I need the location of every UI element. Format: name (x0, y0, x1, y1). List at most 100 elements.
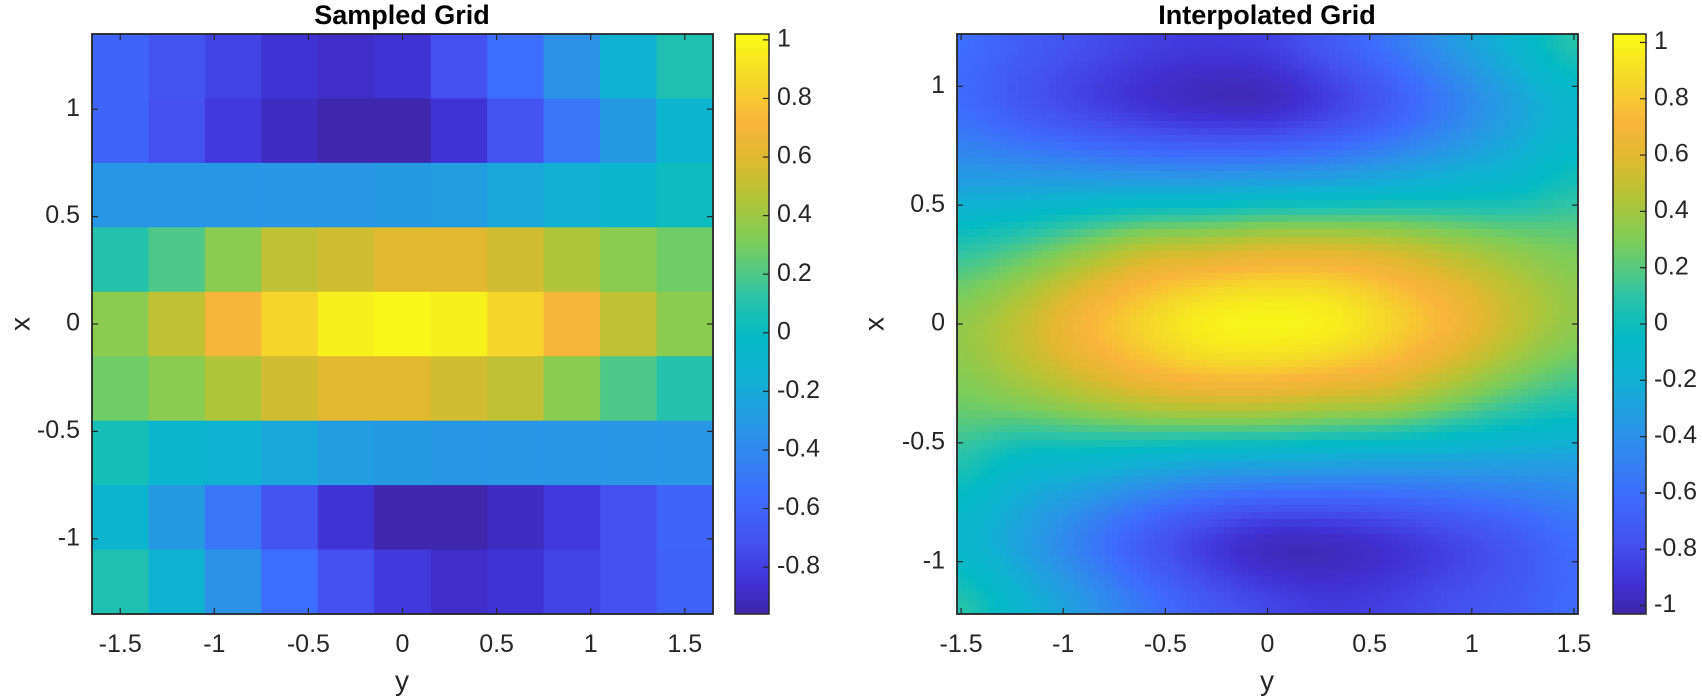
heatmap-cell (656, 98, 714, 164)
x-tick-label: -1.5 (940, 630, 983, 658)
heatmap-cell (261, 291, 319, 357)
interpolated-heatmap-image (957, 34, 1578, 614)
heatmap-cell (600, 549, 658, 615)
heatmap-cell (487, 356, 545, 422)
heatmap-cell (656, 420, 714, 486)
heatmap-cell (261, 162, 319, 228)
colorbar-tick-label: -0.2 (1654, 365, 1697, 393)
heatmap-cell (317, 420, 375, 486)
heatmap-cell (204, 549, 262, 615)
heatmap-cell (261, 34, 319, 100)
heatmap-cell (487, 227, 545, 293)
x-tick-label: 0 (1261, 630, 1275, 658)
heatmap-cell (430, 162, 488, 228)
heatmap-cell (543, 485, 601, 551)
heatmap-cell (317, 34, 375, 100)
heatmap-cell (374, 485, 432, 551)
x-tick-label: -1.5 (99, 630, 142, 658)
heatmap-cell (148, 291, 206, 357)
heatmap-cell (317, 162, 375, 228)
heatmap-cell (487, 291, 545, 357)
y-tick-label: 0 (931, 309, 945, 337)
heatmap-cell (374, 356, 432, 422)
y-tick-label: 1 (66, 94, 80, 122)
heatmap-cell (600, 162, 658, 228)
heatmap-cell (487, 162, 545, 228)
heatmap-cell (261, 227, 319, 293)
heatmap-cell (148, 34, 206, 100)
heatmap-cell (487, 549, 545, 615)
colorbar-tick-label: 0.4 (1654, 196, 1689, 224)
heatmap-cell (374, 291, 432, 357)
heatmap-cell (543, 356, 601, 422)
heatmap-cell (374, 162, 432, 228)
heatmap-cell (543, 420, 601, 486)
heatmap-cell (600, 98, 658, 164)
heatmap-cell (543, 162, 601, 228)
heatmap-cell (261, 549, 319, 615)
heatmap-cell (92, 485, 150, 551)
heatmap-cell (92, 227, 150, 293)
heatmap-cell (92, 549, 150, 615)
heatmap-cell (487, 420, 545, 486)
colorbar-tick-label: -0.2 (777, 376, 820, 404)
colorbar-tick-label: -0.4 (1654, 421, 1697, 449)
heatmap-cell (543, 98, 601, 164)
heatmap-cell (543, 291, 601, 357)
heatmap-cell (600, 34, 658, 100)
colorbar-tick-label: -0.6 (1654, 478, 1697, 506)
heatmap-cell (317, 549, 375, 615)
heatmap-cell (317, 356, 375, 422)
x-tick-label: -1 (1052, 630, 1074, 658)
interpolated-grid-title: Interpolated Grid (1158, 0, 1376, 30)
y-tick-label: 0.5 (910, 190, 945, 218)
heatmap-cell (148, 162, 206, 228)
heatmap-cell (430, 420, 488, 486)
heatmap-cell (487, 98, 545, 164)
heatmap-cell (92, 34, 150, 100)
heatmap-cell (543, 34, 601, 100)
heatmap-cell (261, 420, 319, 486)
heatmap-cell (656, 227, 714, 293)
colorbar-tick-label: -0.8 (777, 552, 820, 580)
colorbar-tick-label: 1 (1654, 27, 1668, 55)
heatmap-cell (600, 356, 658, 422)
colorbar-tick-label: 0.8 (777, 83, 812, 111)
heatmap-cell (204, 485, 262, 551)
heatmap-cell (656, 549, 714, 615)
y-tick-label: -0.5 (902, 427, 945, 455)
sampled-colorbar (734, 33, 770, 615)
colorbar-tick-label: 0.2 (1654, 252, 1689, 280)
heatmap-cell (148, 420, 206, 486)
heatmap-cell (487, 34, 545, 100)
colorbar-tick-label: -0.4 (777, 435, 820, 463)
heatmap-cell (261, 98, 319, 164)
heatmap-cell (92, 98, 150, 164)
heatmap-cell (543, 549, 601, 615)
heatmap-cell (148, 227, 206, 293)
heatmap-cell (204, 34, 262, 100)
heatmap-cell (148, 549, 206, 615)
heatmap-cell (204, 291, 262, 357)
heatmap-cell (148, 356, 206, 422)
heatmap-cell (204, 162, 262, 228)
x-tick-label: 0.5 (479, 630, 514, 658)
heatmap-cell (204, 356, 262, 422)
colorbar-tick-label: 0.4 (777, 200, 812, 228)
y-tick-label: 0.5 (45, 201, 80, 229)
heatmap-cell (487, 485, 545, 551)
sampled-xlabel: y (395, 665, 409, 696)
y-tick-label: -0.5 (37, 416, 80, 444)
heatmap-cell (374, 227, 432, 293)
heatmap-cell (600, 227, 658, 293)
heatmap-cell (317, 227, 375, 293)
heatmap-cell (317, 98, 375, 164)
x-tick-label: 0.5 (1352, 630, 1387, 658)
y-tick-label: -1 (923, 546, 945, 574)
x-tick-label: -0.5 (1144, 630, 1187, 658)
colorbar-tick-label: 0 (777, 317, 791, 345)
heatmap-cell (656, 291, 714, 357)
x-tick-label: -1 (203, 630, 225, 658)
